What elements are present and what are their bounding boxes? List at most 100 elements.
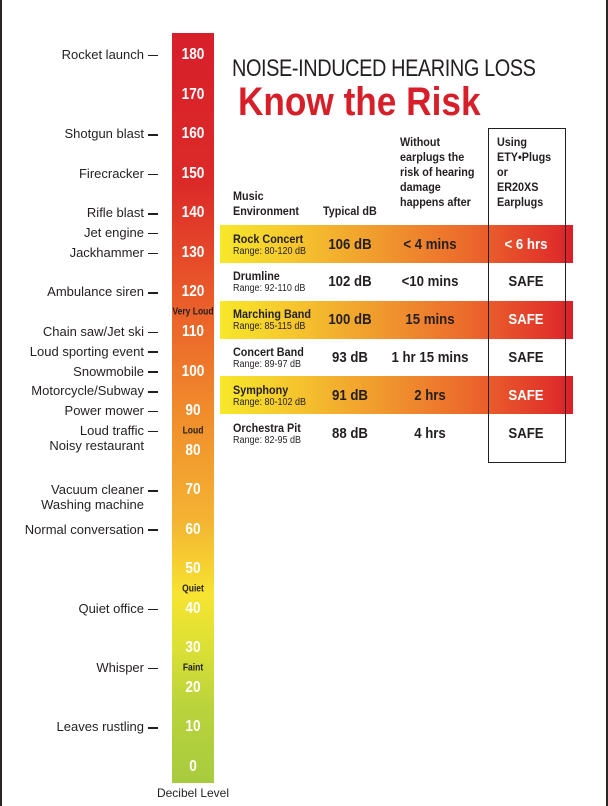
typical-db: 100 dB [328, 311, 372, 329]
noise-source: Whisper [96, 660, 158, 675]
zone-label: Loud [182, 425, 204, 437]
noise-source: Vacuum cleaner Washing machine [41, 482, 158, 512]
noise-source: Snowmobile [73, 364, 158, 379]
environment-range: Range: 85-115 dB [233, 321, 306, 333]
noise-source: Leaves rustling [57, 719, 158, 734]
zone-label: Very Loud [172, 306, 214, 318]
environment-range: Range: 82-95 dB [233, 434, 302, 446]
noise-source-label: Vacuum cleaner [41, 482, 158, 497]
tick-label: 150 [181, 164, 205, 182]
damage-time: < 4 mins [403, 235, 457, 253]
tick-label: 90 [185, 402, 201, 420]
environment-name: Orchestra Pit [233, 420, 301, 435]
subtitle: Know the Risk [238, 80, 481, 124]
header-typical-db: Typical dB [323, 204, 377, 218]
tick-label: 180 [181, 46, 205, 64]
earplug-time: SAFE [508, 386, 544, 404]
tick-label: 160 [181, 125, 205, 143]
typical-db: 102 dB [328, 273, 372, 291]
typical-db: 91 dB [332, 386, 368, 404]
typical-db: 106 dB [328, 235, 372, 253]
environment-name: Symphony [233, 382, 289, 397]
damage-time: <10 mins [401, 273, 459, 291]
noise-source: Normal conversation [25, 522, 158, 537]
environment-range: Range: 80-102 dB [233, 396, 307, 408]
noise-source-label: Rocket launch [62, 47, 158, 62]
earplug-time: SAFE [508, 311, 544, 329]
noise-source-label: Rifle blast [87, 205, 158, 220]
right-border [606, 0, 608, 806]
noise-source-label: Washing machine [41, 497, 144, 513]
noise-source: Chain saw/Jet ski [43, 324, 158, 339]
noise-source-label: Firecracker [79, 166, 158, 181]
table-row: Symphony Range: 80-102 dB 91 dB 2 hrs SAFE [220, 376, 573, 415]
zone-label: Faint [182, 662, 204, 674]
damage-time: 2 hrs [414, 386, 446, 404]
noise-source: Rocket launch [62, 47, 158, 62]
tick-label: 50 [185, 560, 201, 578]
tick-label: 120 [181, 283, 205, 301]
noise-source-label: Jackhammer [70, 245, 158, 260]
environment-name: Concert Band [233, 344, 304, 359]
tick-label: 130 [181, 243, 205, 261]
noise-source: Jackhammer [70, 245, 158, 260]
header-environment: Music Environment [233, 189, 300, 218]
environment-name: Drumline [233, 269, 280, 284]
noise-source: Loud sporting event [30, 344, 158, 359]
tick-label: 10 [185, 718, 201, 736]
noise-source: Power mower [65, 403, 158, 418]
noise-source: Shotgun blast [64, 126, 158, 141]
noise-source-label: Loud sporting event [30, 344, 158, 359]
table-row: Marching Band Range: 85-115 dB 100 dB 15 mi… [220, 300, 573, 339]
noise-source: Loud traffic Noisy restaurant [49, 423, 158, 453]
noise-source-label: Shotgun blast [64, 126, 158, 141]
earplug-time: < 6 hrs [504, 235, 548, 253]
noise-source-label: Loud traffic [49, 423, 158, 438]
noise-source-label: Chain saw/Jet ski [43, 324, 158, 339]
tick-label: 140 [181, 204, 205, 222]
environment-range: Range: 80-120 dB [233, 245, 307, 257]
tick-label: 20 [185, 678, 201, 696]
damage-time: 4 hrs [414, 424, 446, 442]
noise-source-label: Jet engine [84, 225, 158, 240]
tick-label: 80 [185, 441, 201, 459]
earplug-time: SAFE [508, 424, 544, 442]
noise-source: Ambulance siren [47, 284, 158, 299]
noise-source-label: Leaves rustling [57, 719, 158, 734]
noise-source-label: Noisy restaurant [49, 437, 144, 453]
noise-source-label: Power mower [65, 403, 158, 418]
table-row: Rock Concert Range: 80-120 dB 106 dB < 4 mi… [220, 225, 573, 263]
tick-label: 170 [181, 85, 205, 103]
tick-label: 70 [185, 481, 201, 499]
tick-label: 40 [185, 599, 201, 617]
environment-name: Marching Band [233, 307, 312, 322]
noise-source: Quiet office [78, 601, 158, 616]
typical-db: 88 dB [332, 424, 368, 442]
title: NOISE-INDUCED HEARING LOSS [232, 55, 536, 82]
decibel-scale-bar [172, 33, 214, 783]
zone-label: Quiet [182, 583, 204, 595]
noise-source-label: Snowmobile [73, 364, 158, 379]
noise-source-label: Normal conversation [25, 522, 158, 537]
typical-db: 93 dB [332, 348, 368, 366]
environment-range: Range: 89-97 dB [233, 358, 302, 370]
tick-label: 100 [181, 362, 205, 380]
header-using-earplugs: Using ETY•Plugs or ER20XS Earplugs [497, 135, 552, 209]
table-row: Drumline Range: 92-110 dB 102 dB <10 mins SA… [220, 263, 573, 301]
damage-time: 1 hr 15 mins [391, 348, 469, 366]
tick-label: 0 [189, 758, 197, 775]
noise-source-label: Motorcycle/Subway [31, 383, 158, 398]
axis-label: Decibel Level [156, 786, 230, 800]
earplugs-column-box [488, 128, 566, 463]
noise-source-label: Whisper [96, 660, 158, 675]
tick-label: 60 [185, 520, 201, 538]
table-row: Orchestra Pit Range: 82-95 dB 88 dB 4 hrs SA… [220, 414, 573, 452]
table-row: Concert Band Range: 89-97 dB 93 dB 1 hr 15 … [220, 338, 573, 376]
tick-label: 30 [185, 639, 201, 657]
earplug-time: SAFE [508, 273, 544, 291]
noise-source: Jet engine [84, 225, 158, 240]
noise-source: Motorcycle/Subway [31, 383, 158, 398]
earplug-time: SAFE [508, 348, 544, 366]
noise-source-label: Quiet office [78, 601, 158, 616]
